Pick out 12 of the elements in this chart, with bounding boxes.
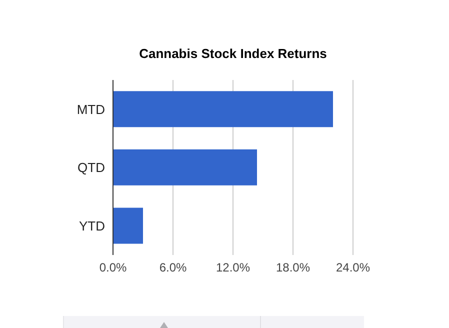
x-tick-label: 6.0% (159, 260, 187, 275)
x-tick-label: 24.0% (336, 260, 370, 275)
x-tick-label: 12.0% (216, 260, 250, 275)
bar (113, 149, 257, 186)
chart-title: Cannabis Stock Index Returns (138, 46, 328, 61)
y-tick-label: MTD (76, 102, 105, 117)
x-tick-label: 18.0% (276, 260, 310, 275)
bar (113, 208, 143, 244)
y-tick-label: YTD (79, 218, 105, 234)
bar (113, 91, 333, 128)
y-tick-label: QTD (78, 160, 105, 176)
x-tick-label: 0.0% (99, 260, 127, 275)
